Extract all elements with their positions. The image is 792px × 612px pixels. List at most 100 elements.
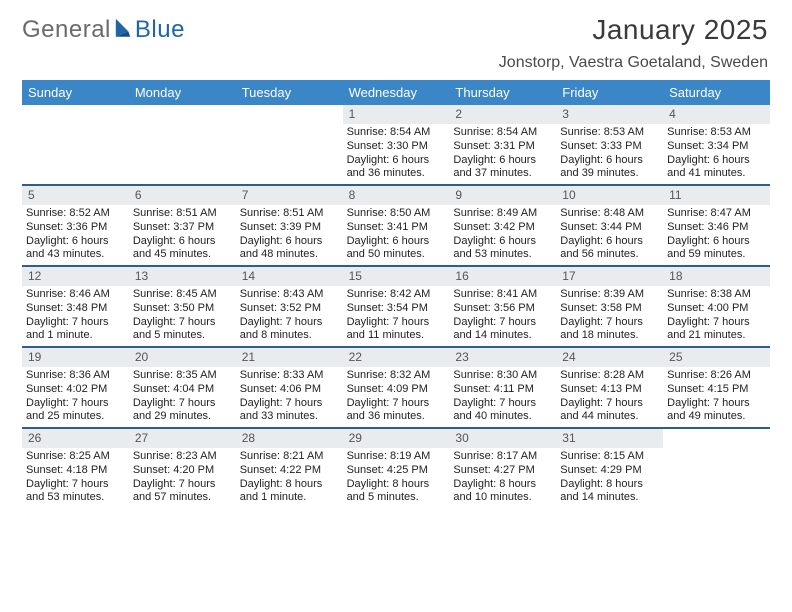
day-line-dl2: and 25 minutes. bbox=[26, 410, 125, 424]
day-number: 15 bbox=[343, 267, 450, 286]
day-line-sr: Sunrise: 8:25 AM bbox=[26, 450, 125, 464]
day-line-dl1: Daylight: 8 hours bbox=[453, 478, 552, 492]
day-cell: 4Sunrise: 8:53 AMSunset: 3:34 PMDaylight… bbox=[663, 105, 770, 184]
day-line-ss: Sunset: 4:25 PM bbox=[347, 464, 446, 478]
day-line-ss: Sunset: 4:18 PM bbox=[26, 464, 125, 478]
day-line-sr: Sunrise: 8:32 AM bbox=[347, 369, 446, 383]
day-line-dl2: and 1 minute. bbox=[240, 491, 339, 505]
day-line-dl2: and 36 minutes. bbox=[347, 167, 446, 181]
day-body: Sunrise: 8:30 AMSunset: 4:11 PMDaylight:… bbox=[449, 369, 556, 424]
day-line-sr: Sunrise: 8:39 AM bbox=[560, 288, 659, 302]
day-number: 27 bbox=[129, 429, 236, 448]
day-line-dl1: Daylight: 7 hours bbox=[453, 397, 552, 411]
day-number: 11 bbox=[663, 186, 770, 205]
day-body: Sunrise: 8:53 AMSunset: 3:33 PMDaylight:… bbox=[556, 126, 663, 181]
day-number: 18 bbox=[663, 267, 770, 286]
day-line-dl2: and 11 minutes. bbox=[347, 329, 446, 343]
day-cell bbox=[22, 105, 129, 184]
day-line-dl2: and 45 minutes. bbox=[133, 248, 232, 262]
day-line-sr: Sunrise: 8:43 AM bbox=[240, 288, 339, 302]
day-line-ss: Sunset: 4:29 PM bbox=[560, 464, 659, 478]
day-cell: 6Sunrise: 8:51 AMSunset: 3:37 PMDaylight… bbox=[129, 184, 236, 265]
day-body: Sunrise: 8:38 AMSunset: 4:00 PMDaylight:… bbox=[663, 288, 770, 343]
day-line-ss: Sunset: 3:50 PM bbox=[133, 302, 232, 316]
day-line-dl2: and 50 minutes. bbox=[347, 248, 446, 262]
day-cell: 8 Sunrise: 8:50 AMSunset: 3:41 PMDaylight… bbox=[343, 184, 450, 265]
day-body: Sunrise: 8:39 AMSunset: 3:58 PMDaylight:… bbox=[556, 288, 663, 343]
day-line-dl2: and 21 minutes. bbox=[667, 329, 766, 343]
day-line-sr: Sunrise: 8:50 AM bbox=[347, 207, 446, 221]
day-body: Sunrise: 8:54 AMSunset: 3:31 PMDaylight:… bbox=[449, 126, 556, 181]
day-line-dl2: and 33 minutes. bbox=[240, 410, 339, 424]
day-cell: 14Sunrise: 8:43 AMSunset: 3:52 PMDayligh… bbox=[236, 265, 343, 346]
day-line-dl1: Daylight: 7 hours bbox=[560, 316, 659, 330]
day-cell: 22Sunrise: 8:32 AMSunset: 4:09 PMDayligh… bbox=[343, 346, 450, 427]
day-cell: 9Sunrise: 8:49 AMSunset: 3:42 PMDaylight… bbox=[449, 184, 556, 265]
day-line-dl2: and 44 minutes. bbox=[560, 410, 659, 424]
day-cell: 7Sunrise: 8:51 AMSunset: 3:39 PMDaylight… bbox=[236, 184, 343, 265]
day-line-dl2: and 8 minutes. bbox=[240, 329, 339, 343]
day-line-sr: Sunrise: 8:26 AM bbox=[667, 369, 766, 383]
day-line-ss: Sunset: 3:41 PM bbox=[347, 221, 446, 235]
day-cell: 3Sunrise: 8:53 AMSunset: 3:33 PMDaylight… bbox=[556, 105, 663, 184]
day-number: 8 bbox=[343, 186, 450, 205]
day-cell: 27 Sunrise: 8:23 AMSunset: 4:20 PMDayligh… bbox=[129, 427, 236, 508]
day-line-dl1: Daylight: 6 hours bbox=[560, 235, 659, 249]
day-line-sr: Sunrise: 8:49 AM bbox=[453, 207, 552, 221]
day-number: 24 bbox=[556, 348, 663, 367]
day-line-dl1: Daylight: 7 hours bbox=[347, 316, 446, 330]
day-line-dl2: and 5 minutes. bbox=[133, 329, 232, 343]
day-line-dl1: Daylight: 8 hours bbox=[560, 478, 659, 492]
day-line-sr: Sunrise: 8:48 AM bbox=[560, 207, 659, 221]
day-line-ss: Sunset: 4:11 PM bbox=[453, 383, 552, 397]
day-line-dl1: Daylight: 6 hours bbox=[347, 235, 446, 249]
day-line-dl1: Daylight: 7 hours bbox=[347, 397, 446, 411]
day-number: 21 bbox=[236, 348, 343, 367]
day-line-ss: Sunset: 4:09 PM bbox=[347, 383, 446, 397]
day-body: Sunrise: 8:47 AMSunset: 3:46 PMDaylight:… bbox=[663, 207, 770, 262]
day-line-dl2: and 57 minutes. bbox=[133, 491, 232, 505]
day-number: 6 bbox=[129, 186, 236, 205]
day-cell: 26Sunrise: 8:25 AMSunset: 4:18 PMDayligh… bbox=[22, 427, 129, 508]
day-cell: 20Sunrise: 8:35 AMSunset: 4:04 PMDayligh… bbox=[129, 346, 236, 427]
day-line-ss: Sunset: 3:42 PM bbox=[453, 221, 552, 235]
day-body: Sunrise: 8:50 AMSunset: 3:41 PMDaylight:… bbox=[343, 207, 450, 262]
day-line-sr: Sunrise: 8:30 AM bbox=[453, 369, 552, 383]
day-line-dl2: and 39 minutes. bbox=[560, 167, 659, 181]
day-line-ss: Sunset: 4:27 PM bbox=[453, 464, 552, 478]
day-body: Sunrise: 8:23 AMSunset: 4:20 PMDaylight:… bbox=[129, 450, 236, 505]
location: Jonstorp, Vaestra Goetaland, Sweden bbox=[499, 54, 768, 72]
day-line-dl1: Daylight: 7 hours bbox=[667, 397, 766, 411]
day-line-ss: Sunset: 4:02 PM bbox=[26, 383, 125, 397]
day-number: 20 bbox=[129, 348, 236, 367]
dow-thu: Thursday bbox=[449, 80, 556, 105]
day-line-dl1: Daylight: 7 hours bbox=[453, 316, 552, 330]
day-line-dl1: Daylight: 7 hours bbox=[560, 397, 659, 411]
day-line-dl1: Daylight: 6 hours bbox=[667, 154, 766, 168]
day-body: Sunrise: 8:26 AMSunset: 4:15 PMDaylight:… bbox=[663, 369, 770, 424]
day-number: 12 bbox=[22, 267, 129, 286]
day-line-dl1: Daylight: 6 hours bbox=[133, 235, 232, 249]
day-cell: 5Sunrise: 8:52 AMSunset: 3:36 PMDaylight… bbox=[22, 184, 129, 265]
day-cell: 15Sunrise: 8:42 AMSunset: 3:54 PMDayligh… bbox=[343, 265, 450, 346]
day-line-dl1: Daylight: 7 hours bbox=[133, 478, 232, 492]
day-line-dl2: and 14 minutes. bbox=[453, 329, 552, 343]
day-number: 16 bbox=[449, 267, 556, 286]
day-line-dl2: and 49 minutes. bbox=[667, 410, 766, 424]
day-cell: 1Sunrise: 8:54 AMSunset: 3:30 PMDaylight… bbox=[343, 105, 450, 184]
day-body: Sunrise: 8:19 AMSunset: 4:25 PMDaylight:… bbox=[343, 450, 450, 505]
day-line-sr: Sunrise: 8:21 AM bbox=[240, 450, 339, 464]
day-line-ss: Sunset: 3:52 PM bbox=[240, 302, 339, 316]
day-line-dl1: Daylight: 7 hours bbox=[26, 316, 125, 330]
day-line-ss: Sunset: 4:20 PM bbox=[133, 464, 232, 478]
day-cell: 19Sunrise: 8:36 AMSunset: 4:02 PMDayligh… bbox=[22, 346, 129, 427]
day-cell: 24Sunrise: 8:28 AMSunset: 4:13 PMDayligh… bbox=[556, 346, 663, 427]
day-line-sr: Sunrise: 8:53 AM bbox=[667, 126, 766, 140]
day-line-sr: Sunrise: 8:33 AM bbox=[240, 369, 339, 383]
day-number: 7 bbox=[236, 186, 343, 205]
day-line-ss: Sunset: 3:37 PM bbox=[133, 221, 232, 235]
day-line-ss: Sunset: 3:39 PM bbox=[240, 221, 339, 235]
day-line-sr: Sunrise: 8:47 AM bbox=[667, 207, 766, 221]
day-line-sr: Sunrise: 8:19 AM bbox=[347, 450, 446, 464]
day-body: Sunrise: 8:54 AMSunset: 3:30 PMDaylight:… bbox=[343, 126, 450, 181]
